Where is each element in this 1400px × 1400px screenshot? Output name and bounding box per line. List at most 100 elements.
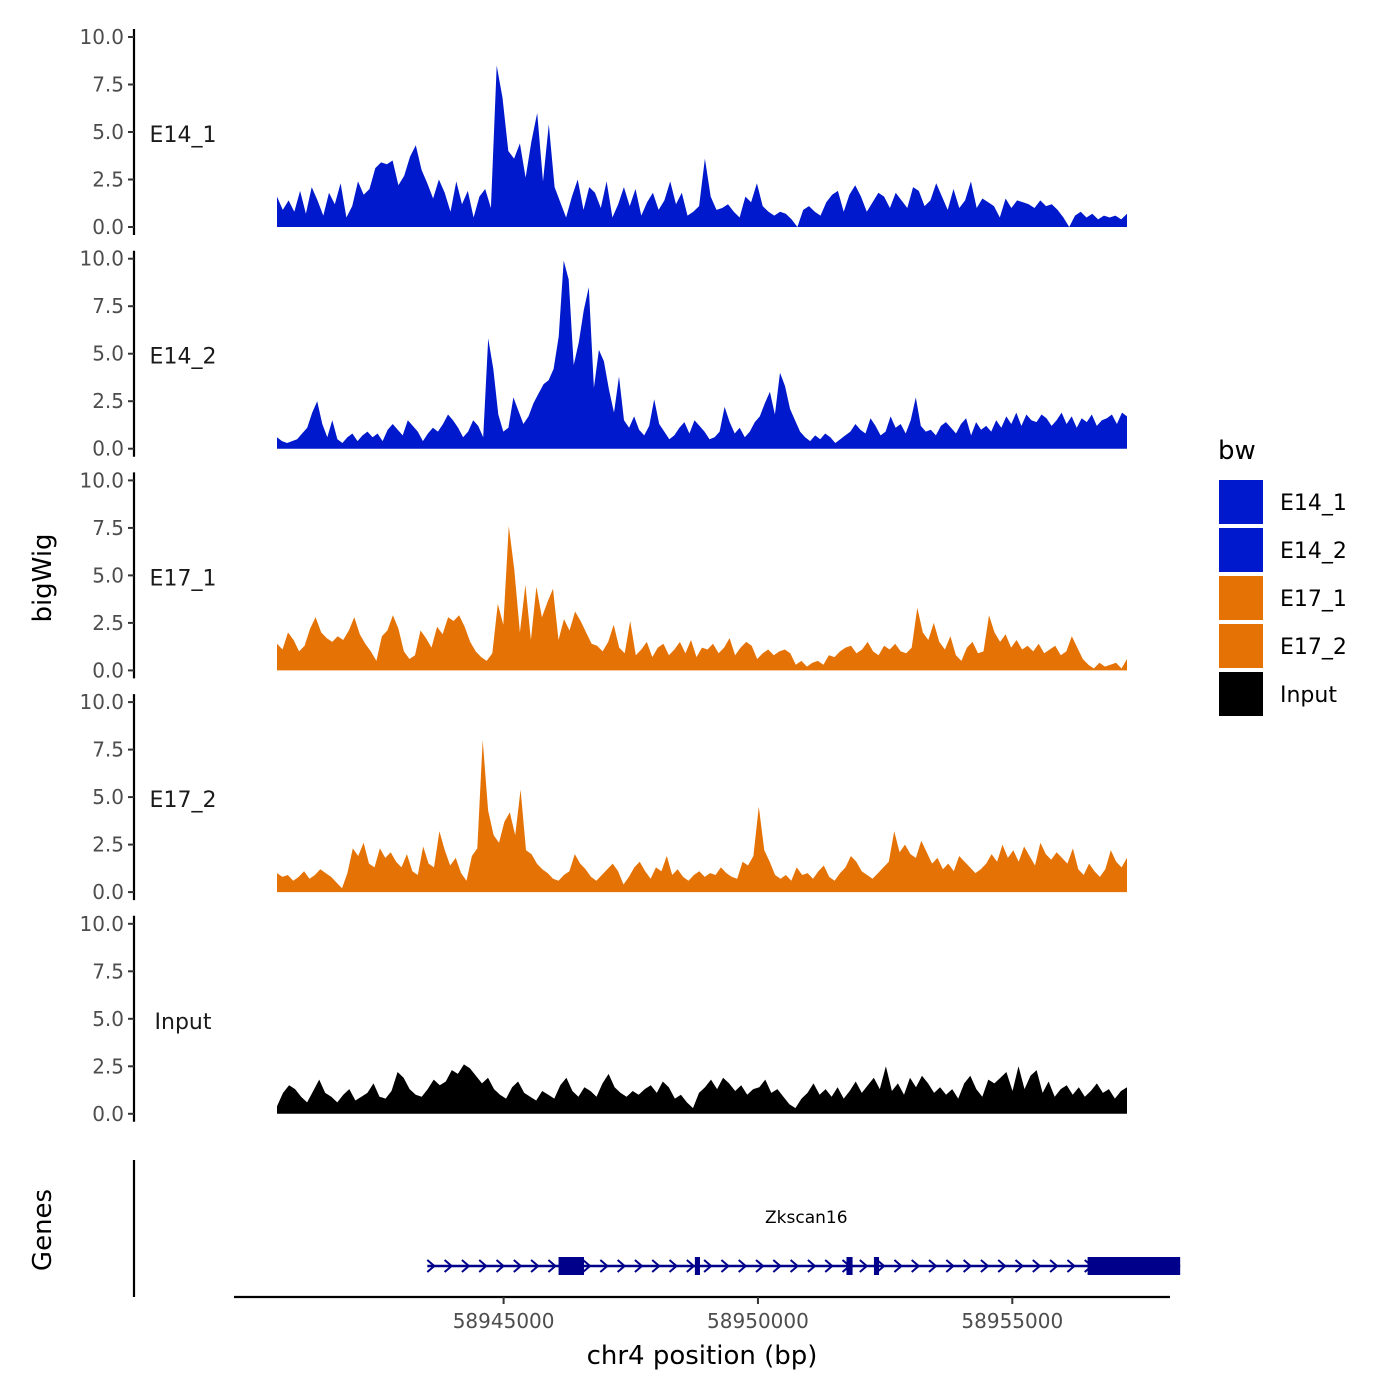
y-tick-label: 10.0 — [79, 912, 124, 936]
x-tick-label: 58955000 — [961, 1309, 1063, 1333]
y-axis-title: bigWig — [28, 533, 58, 622]
track-panel-E14_1: 0.0 2.5 5.0 7.5 10.0 E14_1 — [79, 25, 1127, 239]
strand-arrow — [738, 1259, 748, 1273]
y-tick-label: 5.0 — [92, 1007, 124, 1031]
strand-arrow — [513, 1259, 523, 1273]
signal-area-E14_2 — [277, 260, 1127, 449]
y-tick-label: 0.0 — [92, 1102, 124, 1126]
y-tick-label: 2.5 — [92, 1054, 124, 1078]
strand-arrow — [1066, 1259, 1076, 1273]
y-tick-label: 0.0 — [92, 437, 124, 461]
strand-arrow — [911, 1259, 921, 1273]
y-tick-label: 10.0 — [79, 25, 124, 49]
y-tick-label: 10.0 — [79, 468, 124, 492]
legend-label-E14_2: E14_2 — [1280, 539, 1347, 564]
track-label-E14_2: E14_2 — [150, 345, 217, 370]
strand-arrow — [876, 1259, 886, 1273]
x-tick-label: 58945000 — [453, 1309, 555, 1333]
legend-swatch-E14_2 — [1217, 526, 1265, 574]
strand-arrow — [1049, 1259, 1059, 1273]
y-tick-label: 7.5 — [92, 959, 124, 983]
y-tick-label: 2.5 — [92, 833, 124, 857]
signal-tracks: 0.0 2.5 5.0 7.5 10.0 E14_1 0.0 2.5 5.0 7.5 10.0 E14… — [79, 25, 1127, 1126]
track-panel-E14_2: 0.0 2.5 5.0 7.5 10.0 E14_2 — [79, 247, 1127, 461]
strand-arrow — [928, 1259, 938, 1273]
strand-arrow — [807, 1259, 817, 1273]
exon-block — [873, 1257, 880, 1275]
signal-area-Input — [277, 1064, 1127, 1114]
y-tick-label: 0.0 — [92, 880, 124, 904]
x-axis: 58945000 58950000 58955000 — [234, 1295, 1170, 1333]
strand-arrow — [824, 1259, 834, 1273]
y-tick-label: 5.0 — [92, 120, 124, 144]
y-tick-label: 7.5 — [92, 73, 124, 97]
exon-block — [846, 1257, 853, 1275]
signal-area-E17_1 — [277, 526, 1127, 671]
strand-arrow — [582, 1259, 592, 1273]
strand-arrow — [530, 1259, 540, 1273]
gene-track: Zkscan16 — [132, 1160, 1181, 1297]
strand-arrow — [893, 1259, 903, 1273]
legend-swatch-E17_2 — [1217, 622, 1265, 670]
track-label-E17_1: E17_1 — [150, 566, 217, 591]
strand-arrow — [443, 1259, 454, 1273]
genes-axis-title: Genes — [28, 1189, 58, 1271]
y-tick-label: 0.0 — [92, 215, 124, 239]
strand-arrow — [962, 1259, 973, 1273]
strand-arrow — [945, 1259, 955, 1273]
signal-area-E14_1 — [277, 65, 1127, 227]
strand-arrow — [651, 1259, 661, 1273]
x-tick-label: 58950000 — [707, 1309, 809, 1333]
strand-arrow — [703, 1259, 713, 1273]
strand-arrow — [1032, 1259, 1042, 1273]
strand-arrow — [616, 1259, 627, 1273]
strand-arrow — [478, 1259, 488, 1273]
strand-arrow — [599, 1259, 609, 1273]
y-tick-label: 10.0 — [79, 247, 124, 271]
y-tick-label: 2.5 — [92, 168, 124, 192]
track-panel-E17_2: 0.0 2.5 5.0 7.5 10.0 E17_2 — [79, 690, 1127, 904]
y-tick-label: 5.0 — [92, 563, 124, 587]
x-axis-title: chr4 position (bp) — [587, 1341, 818, 1371]
legend-swatch-E17_1 — [1217, 574, 1265, 622]
track-panel-E17_1: 0.0 2.5 5.0 7.5 10.0 E17_1 — [79, 468, 1127, 682]
legend-label-E17_2: E17_2 — [1280, 635, 1347, 660]
strand-arrow — [686, 1259, 696, 1273]
strand-arrow — [426, 1259, 436, 1273]
strand-arrow — [720, 1259, 730, 1273]
strand-arrow — [634, 1259, 644, 1273]
exon-block — [1087, 1257, 1181, 1275]
strand-arrow — [547, 1259, 557, 1273]
exon-block — [558, 1257, 584, 1275]
track-label-Input: Input — [155, 1010, 212, 1035]
y-tick-label: 0.0 — [92, 658, 124, 682]
legend-label-E14_1: E14_1 — [1280, 491, 1347, 516]
legend: bw E14_1 E14_2 E17_1 E17_2 Input — [1217, 436, 1347, 718]
exon-block — [694, 1257, 700, 1275]
track-label-E14_1: E14_1 — [150, 123, 217, 148]
legend-swatch-Input — [1217, 670, 1265, 718]
gene-name-label: Zkscan16 — [765, 1208, 848, 1228]
strand-arrow — [980, 1259, 990, 1273]
legend-swatch-E14_1 — [1217, 478, 1265, 526]
strand-arrow — [772, 1259, 782, 1273]
y-tick-label: 7.5 — [92, 516, 124, 540]
strand-arrow — [1014, 1259, 1025, 1273]
y-tick-label: 7.5 — [92, 738, 124, 762]
legend-title: bw — [1218, 436, 1256, 466]
y-tick-label: 2.5 — [92, 389, 124, 413]
strand-arrow — [495, 1259, 506, 1273]
strand-arrow — [789, 1259, 800, 1273]
strand-arrow — [997, 1259, 1007, 1273]
y-tick-label: 2.5 — [92, 611, 124, 635]
strand-arrow — [461, 1259, 471, 1273]
y-tick-label: 5.0 — [92, 342, 124, 366]
y-tick-label: 10.0 — [79, 690, 124, 714]
track-label-E17_2: E17_2 — [150, 788, 217, 813]
y-tick-label: 5.0 — [92, 785, 124, 809]
signal-area-E17_2 — [277, 740, 1127, 893]
strand-arrow — [755, 1259, 765, 1273]
legend-label-E17_1: E17_1 — [1280, 587, 1347, 612]
strand-arrow — [668, 1259, 679, 1273]
